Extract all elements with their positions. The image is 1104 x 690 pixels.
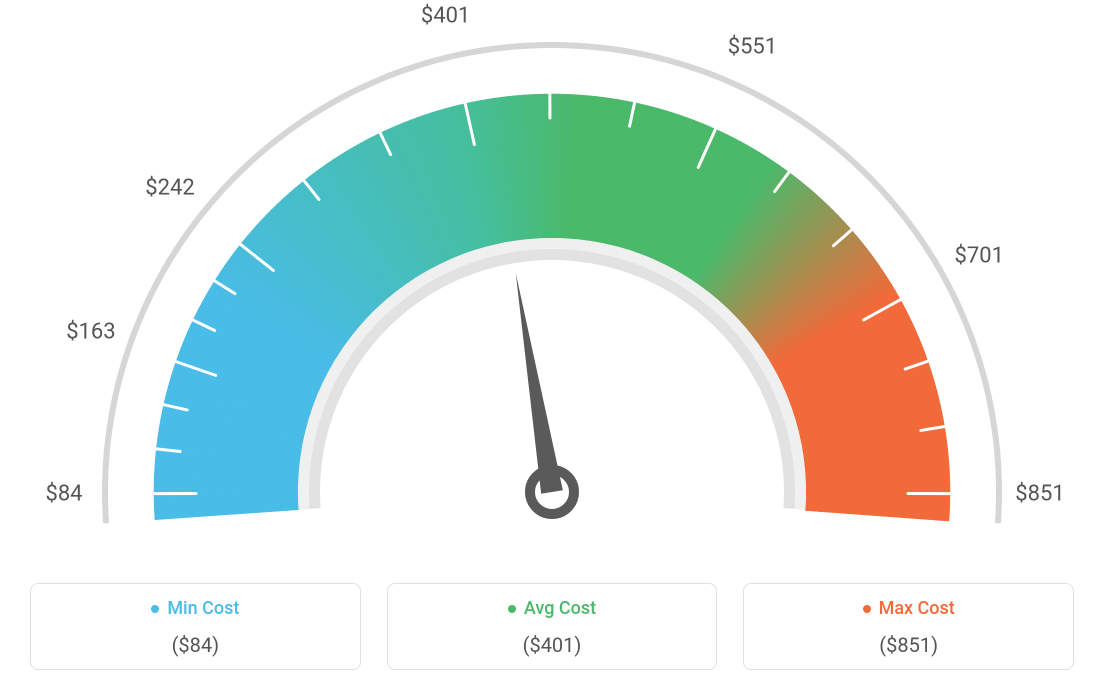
legend-dot-icon — [508, 605, 516, 613]
legend-card: Min Cost ($84) — [30, 583, 361, 671]
gauge-needle — [516, 273, 563, 494]
gauge-svg — [0, 0, 1104, 565]
gauge-tick-label: $701 — [954, 244, 1003, 269]
cost-gauge-chart: $84 $163 $242 $401 $551 $701 $851 Min Cost ($84… — [0, 0, 1104, 690]
legend-title: Max Cost — [863, 598, 955, 619]
gauge-tick-label: $401 — [421, 3, 470, 28]
legend-title: Min Cost — [151, 598, 239, 619]
legend-card: Avg Cost ($401) — [387, 583, 718, 671]
legend-dot-icon — [151, 605, 159, 613]
legend-dot-icon — [863, 605, 871, 613]
legend-card: Max Cost ($851) — [743, 583, 1074, 671]
legend-value: ($401) — [398, 633, 707, 657]
gauge-area: $84 $163 $242 $401 $551 $701 $851 — [0, 0, 1104, 565]
gauge-tick-label: $242 — [145, 176, 194, 201]
gauge-tick-label: $84 — [45, 482, 82, 507]
gauge-tick-label: $851 — [1015, 482, 1064, 507]
gauge-tick-label: $163 — [66, 320, 115, 345]
gauge-tick-label: $551 — [728, 35, 777, 60]
legend-title: Avg Cost — [508, 598, 596, 619]
legend-title-text: Max Cost — [879, 598, 955, 619]
legend-row: Min Cost ($84) Avg Cost ($401) Max Cost ($851… — [0, 583, 1104, 671]
legend-title-text: Avg Cost — [524, 598, 596, 619]
legend-value: ($84) — [41, 633, 350, 657]
legend-title-text: Min Cost — [167, 598, 239, 619]
legend-value: ($851) — [754, 633, 1063, 657]
